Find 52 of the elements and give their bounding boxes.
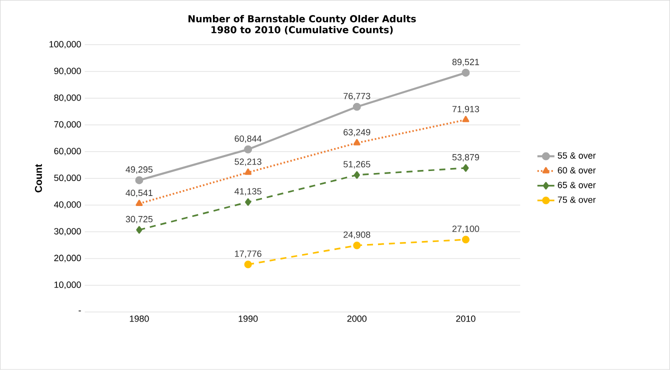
y-tick-label: 80,000: [54, 94, 81, 102]
point: [352, 102, 361, 111]
y-axis-title: Count: [34, 164, 42, 192]
data-label: 40,541: [126, 190, 152, 198]
y-tick-label: 70,000: [54, 121, 81, 129]
data-label: 30,725: [126, 216, 153, 224]
point: [354, 171, 360, 179]
point: [245, 198, 252, 206]
legend-label: 75 & over: [558, 196, 596, 204]
data-label: 89,521: [452, 58, 480, 66]
x-tick-label: 2000: [347, 316, 367, 322]
point: [462, 236, 470, 244]
data-label: 71,913: [452, 106, 480, 114]
y-tick-label: -: [78, 310, 81, 312]
data-label: 17,776: [235, 250, 262, 258]
y-tick-label: 50,000: [54, 174, 81, 182]
legend-label: 65 & over: [558, 182, 596, 188]
y-tick-label: 40,000: [54, 202, 81, 209]
data-label: 53,879: [452, 154, 480, 162]
y-tick-label: 30,000: [54, 228, 81, 236]
data-label: 76,773: [344, 93, 370, 100]
point: [244, 168, 252, 175]
y-tick-label: 20,000: [54, 254, 81, 262]
data-label: 52,213: [234, 158, 262, 166]
legend-label: 60 & over: [558, 167, 596, 174]
chart-title: Number of Barnstable County Older Adults: [188, 15, 416, 24]
data-label: 63,249: [344, 129, 370, 137]
point: [136, 200, 143, 206]
data-label: 51,265: [344, 161, 370, 169]
x-tick-label: 2010: [456, 316, 476, 322]
point: [462, 164, 469, 172]
point: [353, 242, 361, 250]
data-label: 24,908: [344, 232, 370, 240]
data-label: 41,135: [234, 188, 262, 196]
point: [135, 176, 144, 184]
y-tick-label: 10,000: [54, 282, 81, 290]
y-tick-label: 60,000: [54, 148, 81, 156]
legend-label: 55 & over: [558, 152, 596, 159]
point: [244, 146, 252, 154]
point: [462, 116, 470, 122]
data-label: 49,295: [126, 166, 153, 174]
point: [136, 226, 142, 234]
x-tick-label: 1980: [130, 316, 149, 322]
point: [462, 68, 470, 77]
data-label: 27,100: [452, 226, 480, 234]
point: [244, 260, 252, 268]
chart-subtitle: 1980 to 2010 (Cumulative Counts): [212, 26, 393, 35]
data-label: 60,844: [234, 136, 262, 143]
y-tick-label: 100,000: [50, 41, 81, 49]
point: [353, 139, 360, 146]
y-tick-label: 90,000: [54, 68, 81, 76]
x-tick-label: 1990: [238, 316, 258, 322]
